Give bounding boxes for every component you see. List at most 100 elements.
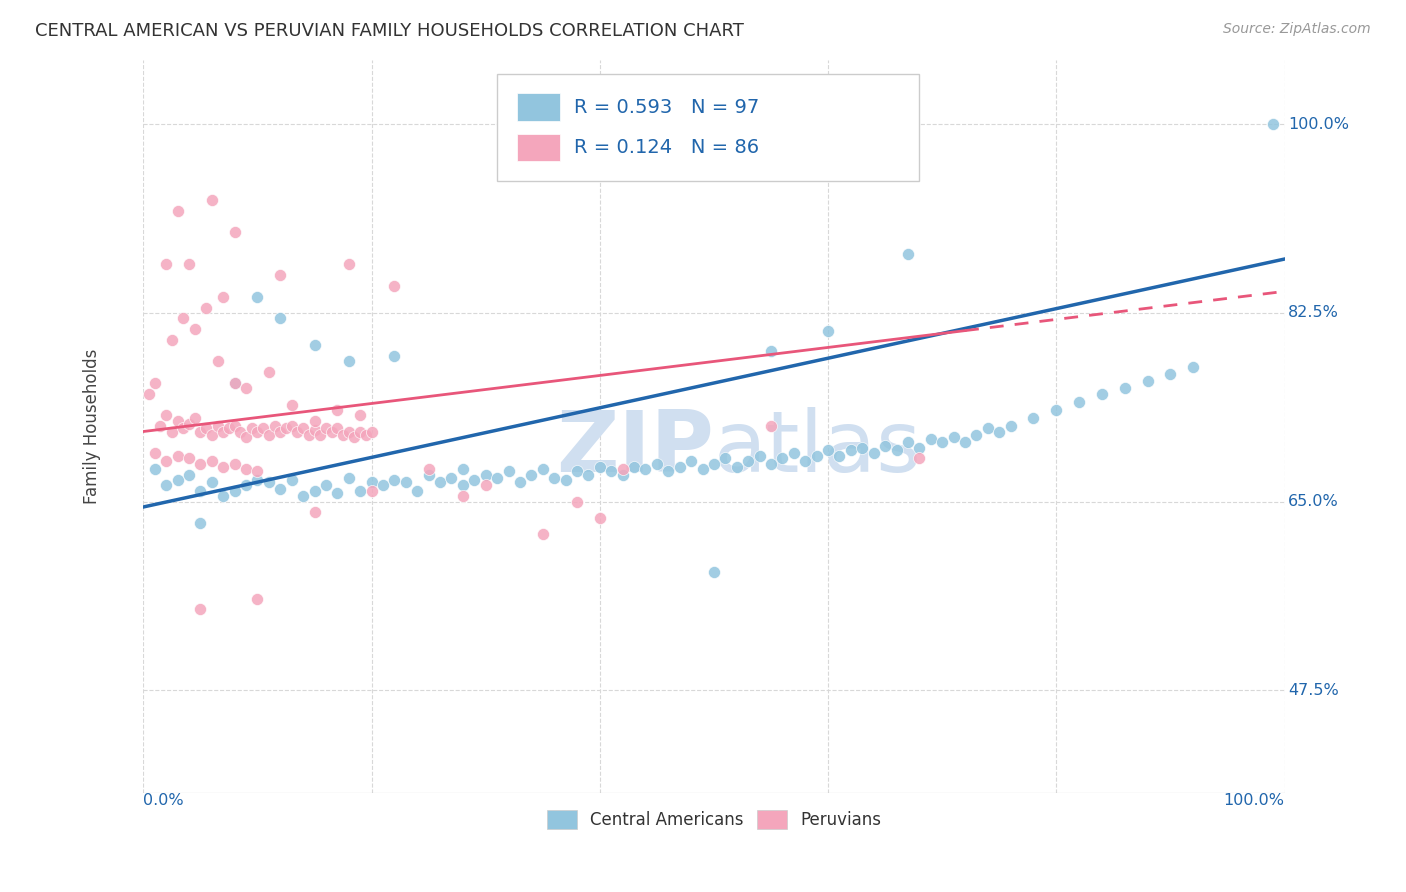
Point [224, 483, 246, 498]
Point [224, 225, 246, 239]
Point [201, 427, 224, 442]
Point [875, 438, 897, 452]
Point [1263, 117, 1285, 131]
Point [183, 410, 205, 425]
FancyBboxPatch shape [516, 94, 560, 121]
Point [143, 376, 166, 390]
Point [240, 421, 263, 435]
Point [1136, 374, 1159, 388]
Point [418, 467, 440, 482]
Point [287, 425, 309, 439]
Point [337, 425, 360, 439]
Point [207, 354, 229, 368]
Point [589, 460, 612, 475]
Point [395, 475, 418, 490]
Point [463, 473, 485, 487]
Point [692, 462, 714, 476]
Point [155, 478, 177, 492]
Point [931, 435, 953, 450]
Point [451, 489, 474, 503]
Point [143, 446, 166, 460]
Point [897, 246, 920, 260]
Point [172, 421, 194, 435]
Point [703, 565, 725, 579]
Point [554, 473, 576, 487]
Point [177, 257, 200, 271]
Point [280, 419, 302, 434]
Text: R = 0.124   N = 86: R = 0.124 N = 86 [574, 138, 759, 157]
Text: 100.0%: 100.0% [1288, 117, 1348, 132]
Point [212, 489, 235, 503]
Point [612, 467, 634, 482]
Point [304, 483, 326, 498]
Point [195, 301, 218, 315]
Point [897, 435, 920, 450]
Point [977, 421, 1000, 435]
Point [315, 421, 337, 435]
Point [280, 398, 302, 412]
Point [486, 471, 509, 485]
Point [166, 414, 188, 428]
Text: Source: ZipAtlas.com: Source: ZipAtlas.com [1223, 22, 1371, 37]
Point [349, 425, 371, 439]
Point [246, 464, 269, 478]
Point [942, 430, 965, 444]
Point [252, 421, 274, 435]
Point [908, 451, 931, 466]
Point [371, 478, 394, 492]
FancyBboxPatch shape [516, 134, 560, 161]
Point [440, 471, 463, 485]
Point [565, 494, 588, 508]
Point [759, 419, 782, 434]
Point [269, 311, 291, 326]
Point [304, 338, 326, 352]
Point [326, 486, 349, 500]
Point [360, 483, 382, 498]
Point [451, 462, 474, 476]
Point [520, 467, 543, 482]
Point [224, 457, 246, 471]
Point [224, 376, 246, 390]
Point [839, 442, 862, 457]
Point [565, 464, 588, 478]
Point [384, 473, 406, 487]
Point [1000, 419, 1022, 434]
Point [269, 482, 291, 496]
Point [612, 462, 634, 476]
Text: 47.5%: 47.5% [1288, 682, 1339, 698]
Point [418, 462, 440, 476]
Point [138, 386, 160, 401]
Point [201, 475, 224, 490]
Point [817, 324, 839, 338]
Point [953, 435, 976, 450]
Point [589, 510, 612, 524]
Point [349, 483, 371, 498]
Point [263, 419, 285, 434]
Text: ZIP: ZIP [557, 407, 714, 490]
Point [965, 427, 987, 442]
Point [817, 442, 839, 457]
Point [332, 427, 354, 442]
Point [190, 602, 212, 616]
Point [360, 475, 382, 490]
Text: 100.0%: 100.0% [1223, 793, 1285, 807]
Point [212, 290, 235, 304]
Point [337, 354, 360, 368]
Point [269, 268, 291, 283]
Point [274, 421, 297, 435]
Point [645, 457, 668, 471]
Text: atlas: atlas [714, 407, 922, 490]
Point [600, 464, 623, 478]
Point [1114, 381, 1136, 395]
Point [177, 417, 200, 431]
Point [429, 475, 451, 490]
Point [920, 432, 942, 446]
Point [160, 425, 183, 439]
Point [354, 427, 377, 442]
Point [474, 478, 496, 492]
Point [155, 409, 177, 423]
Point [668, 460, 690, 475]
Point [321, 425, 343, 439]
Point [224, 376, 246, 390]
Point [224, 419, 246, 434]
